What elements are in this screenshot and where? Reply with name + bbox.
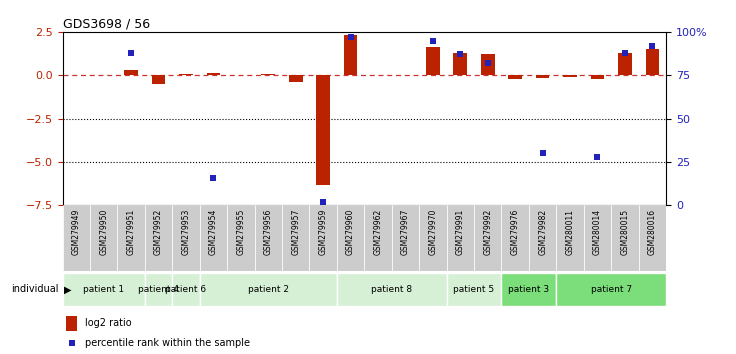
Bar xyxy=(344,35,358,75)
Bar xyxy=(364,205,392,271)
Text: patient 5: patient 5 xyxy=(453,285,495,294)
Bar xyxy=(152,75,166,84)
Bar xyxy=(563,75,577,77)
Bar xyxy=(282,205,309,271)
Bar xyxy=(447,205,474,271)
Bar xyxy=(611,205,639,271)
Bar xyxy=(556,205,584,271)
Bar xyxy=(145,273,172,306)
Bar xyxy=(556,273,666,306)
Text: patient 7: patient 7 xyxy=(591,285,631,294)
Bar xyxy=(501,205,529,271)
Bar xyxy=(337,205,364,271)
Text: percentile rank within the sample: percentile rank within the sample xyxy=(85,338,250,348)
Bar xyxy=(172,273,199,306)
Text: GSM279951: GSM279951 xyxy=(127,209,135,255)
Text: GSM279957: GSM279957 xyxy=(291,209,300,255)
Bar xyxy=(316,75,330,184)
Text: patient 4: patient 4 xyxy=(138,285,179,294)
Bar xyxy=(261,74,275,75)
Text: GSM279962: GSM279962 xyxy=(374,209,383,255)
Bar xyxy=(645,49,659,75)
Bar xyxy=(392,205,420,271)
Bar xyxy=(63,273,145,306)
Bar xyxy=(179,74,193,75)
Text: GSM280014: GSM280014 xyxy=(593,209,602,255)
Text: GSM279956: GSM279956 xyxy=(263,209,273,255)
Bar xyxy=(145,205,172,271)
Text: GSM279950: GSM279950 xyxy=(99,209,108,255)
Bar xyxy=(63,205,90,271)
Bar xyxy=(481,55,495,75)
Bar xyxy=(255,205,282,271)
Text: GSM280011: GSM280011 xyxy=(565,209,575,255)
Text: patient 1: patient 1 xyxy=(83,285,124,294)
Bar xyxy=(426,47,439,75)
Bar xyxy=(172,205,199,271)
Bar xyxy=(453,53,467,75)
Text: GSM279976: GSM279976 xyxy=(511,209,520,255)
Bar xyxy=(90,205,118,271)
Bar xyxy=(474,205,501,271)
Bar xyxy=(501,273,556,306)
Text: GSM279960: GSM279960 xyxy=(346,209,355,255)
Bar xyxy=(118,205,145,271)
Text: GSM280015: GSM280015 xyxy=(620,209,629,255)
Text: individual: individual xyxy=(11,284,59,295)
Bar xyxy=(207,74,220,75)
Bar xyxy=(199,205,227,271)
Bar xyxy=(529,205,556,271)
Text: GDS3698 / 56: GDS3698 / 56 xyxy=(63,18,149,31)
Text: GSM279992: GSM279992 xyxy=(484,209,492,255)
Text: GSM279949: GSM279949 xyxy=(72,209,81,255)
Text: GSM279959: GSM279959 xyxy=(319,209,328,255)
Text: ▶: ▶ xyxy=(64,284,71,295)
Bar xyxy=(309,205,337,271)
Text: GSM279954: GSM279954 xyxy=(209,209,218,255)
Text: GSM279953: GSM279953 xyxy=(182,209,191,255)
Text: patient 6: patient 6 xyxy=(166,285,207,294)
Text: patient 8: patient 8 xyxy=(371,285,412,294)
Text: GSM279967: GSM279967 xyxy=(401,209,410,255)
Bar xyxy=(536,75,550,78)
Bar xyxy=(618,53,631,75)
Bar xyxy=(590,75,604,79)
Text: GSM279955: GSM279955 xyxy=(236,209,245,255)
Text: GSM280016: GSM280016 xyxy=(648,209,657,255)
Bar xyxy=(639,205,666,271)
Text: GSM279982: GSM279982 xyxy=(538,209,547,255)
Bar xyxy=(447,273,501,306)
Bar xyxy=(337,273,447,306)
Text: GSM279952: GSM279952 xyxy=(154,209,163,255)
Bar xyxy=(227,205,255,271)
Text: GSM279970: GSM279970 xyxy=(428,209,437,255)
Bar xyxy=(289,75,302,82)
Text: patient 3: patient 3 xyxy=(509,285,550,294)
Bar xyxy=(66,316,77,331)
Bar xyxy=(124,70,138,75)
Text: GSM279991: GSM279991 xyxy=(456,209,465,255)
Bar xyxy=(509,75,522,79)
Bar xyxy=(199,273,337,306)
Text: patient 2: patient 2 xyxy=(248,285,289,294)
Bar xyxy=(584,205,611,271)
Text: log2 ratio: log2 ratio xyxy=(85,318,131,329)
Bar xyxy=(420,205,447,271)
